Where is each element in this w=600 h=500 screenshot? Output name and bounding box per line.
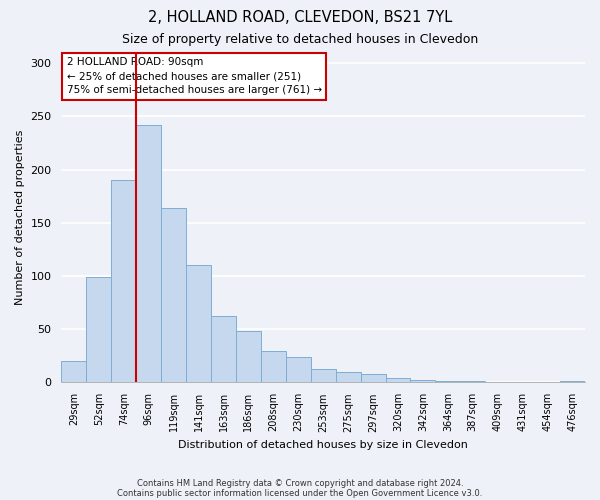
Text: Contains public sector information licensed under the Open Government Licence v3: Contains public sector information licen… xyxy=(118,488,482,498)
Bar xyxy=(236,332,261,382)
X-axis label: Distribution of detached houses by size in Clevedon: Distribution of detached houses by size … xyxy=(178,440,468,450)
Text: Size of property relative to detached houses in Clevedon: Size of property relative to detached ho… xyxy=(122,32,478,46)
Bar xyxy=(261,350,286,382)
Bar xyxy=(410,380,436,382)
Text: Contains HM Land Registry data © Crown copyright and database right 2024.: Contains HM Land Registry data © Crown c… xyxy=(137,478,463,488)
Bar xyxy=(136,125,161,382)
Bar xyxy=(361,374,386,382)
Bar xyxy=(161,208,186,382)
Bar xyxy=(186,266,211,382)
Bar xyxy=(211,316,236,382)
Text: 2, HOLLAND ROAD, CLEVEDON, BS21 7YL: 2, HOLLAND ROAD, CLEVEDON, BS21 7YL xyxy=(148,10,452,25)
Bar xyxy=(386,378,410,382)
Bar xyxy=(335,372,361,382)
Bar xyxy=(86,277,111,382)
Y-axis label: Number of detached properties: Number of detached properties xyxy=(15,130,25,305)
Bar xyxy=(311,368,335,382)
Bar xyxy=(111,180,136,382)
Text: 2 HOLLAND ROAD: 90sqm
← 25% of detached houses are smaller (251)
75% of semi-det: 2 HOLLAND ROAD: 90sqm ← 25% of detached … xyxy=(67,58,322,96)
Bar xyxy=(61,361,86,382)
Bar xyxy=(286,357,311,382)
